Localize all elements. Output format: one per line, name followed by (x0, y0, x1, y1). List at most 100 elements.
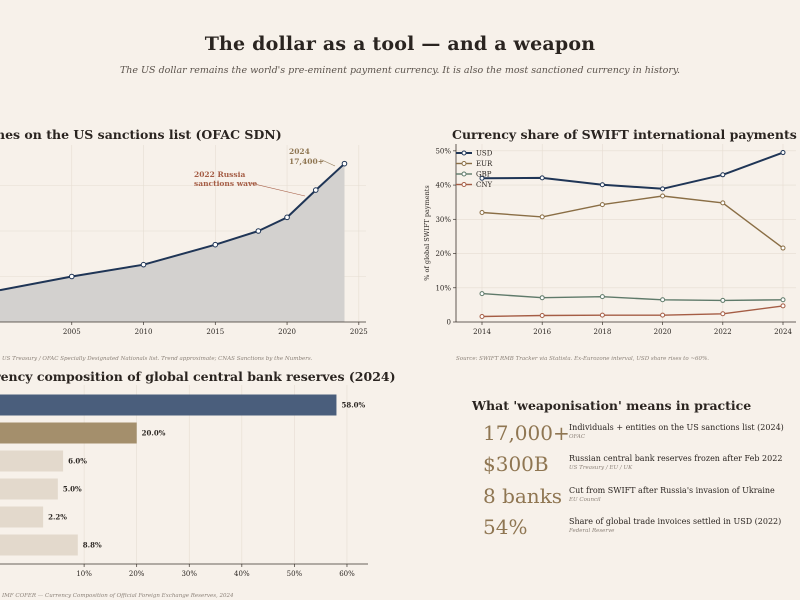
swift-point-cny (780, 303, 786, 309)
reserves-bar-jpy (0, 450, 64, 472)
stat-label: Individuals + entities on the US sanctio… (569, 423, 784, 432)
swift-point-eur (479, 209, 485, 215)
sanctions-data-point (284, 214, 290, 221)
sanctions-data-point (312, 187, 319, 193)
reserves-value-label-cny: 2.2% (48, 513, 67, 522)
swift-line-usd (481, 151, 784, 190)
legend-label-gbp: GBP (476, 171, 492, 179)
swift-point-eur (780, 245, 786, 251)
annotation-russia-pointer (249, 182, 306, 197)
reserves-x-tick-label: 20% (129, 570, 145, 578)
swift-y-axis-label: % of global SWIFT payments (423, 185, 431, 280)
swift-point-eur (720, 200, 726, 206)
swift-x-tick-label: 2016 (533, 328, 551, 336)
swift-point-gbp (660, 297, 666, 303)
swift-point-usd (599, 182, 605, 188)
sanctions-chart-title: nes on the US sanctions list (OFAC SDN) (0, 127, 282, 142)
stat-value: 8 banks (483, 484, 563, 508)
stat-source: US Treasury / EU / UK (569, 465, 633, 471)
stat-source: Federal Reserve (569, 528, 615, 534)
swift-y-tick-label: 10% (435, 284, 451, 292)
swift-line-chart: 0 10% 20% 30% 40% 50% % of global SWIFT payme… (423, 144, 796, 336)
swift-source-note: Source: SWIFT RMB Tracker via Statista. … (456, 356, 710, 362)
sanctions-source-note: US Treasury / OFAC Specially Designated … (2, 356, 313, 362)
swift-x-tick-label: 2020 (654, 328, 672, 336)
sanctions-trend-line (0, 162, 346, 292)
swift-chart-title: Currency share of SWIFT international pa… (452, 127, 797, 142)
stat-label: Russian central bank reserves frozen aft… (569, 454, 783, 463)
swift-line-gbp (481, 292, 784, 302)
page-title: The dollar as a tool — and a weapon (204, 33, 596, 55)
swift-point-usd (660, 186, 666, 192)
sanctions-area-fill (0, 163, 345, 322)
swift-point-gbp (720, 297, 726, 303)
legend-marker-cny (461, 182, 467, 187)
sanctions-data-point (140, 261, 147, 268)
swift-point-cny (599, 312, 605, 318)
swift-point-cny (479, 314, 485, 320)
swift-point-usd (479, 175, 485, 181)
stat-source: OFAC (569, 434, 586, 440)
reserves-x-tick-label: 10% (76, 570, 92, 578)
swift-point-usd (720, 172, 726, 178)
swift-y-tick-label: 20% (435, 250, 451, 258)
stat-label: Share of global trade invoices settled i… (569, 517, 782, 526)
swift-point-cny (720, 311, 726, 317)
reserves-chart-title: rency composition of global central bank… (0, 369, 396, 384)
reserves-x-tick-label: 50% (287, 570, 303, 578)
swift-point-gbp (539, 295, 545, 301)
swift-line-cny (481, 305, 784, 318)
page-subtitle: The US dollar remains the world's pre-em… (119, 65, 681, 76)
swift-point-gbp (599, 294, 605, 300)
legend-marker-gbp (461, 171, 467, 177)
reserves-x-tick-label: 60% (339, 570, 355, 578)
legend-marker-eur (461, 161, 467, 166)
annotation-russia-line2: sanctions wave (194, 179, 257, 188)
reserves-value-label-other: 8.8% (83, 541, 102, 550)
swift-point-usd (780, 150, 786, 156)
swift-point-cny (660, 312, 666, 318)
swift-line-eur (481, 195, 784, 249)
stat-value: $300B (483, 452, 549, 476)
swift-point-cny (539, 312, 545, 318)
legend-label-eur: EUR (476, 160, 493, 168)
swift-point-gbp (780, 297, 786, 303)
legend-marker-usd (461, 150, 467, 156)
stat-value: 17,000+ (483, 421, 570, 445)
sanctions-area-chart: 2005 2010 2015 2020 2025 2024 17,400+ 2022 R… (0, 145, 368, 336)
reserves-value-label-jpy: 6.0% (68, 457, 87, 466)
annotation-2024-year: 2024 (289, 147, 310, 156)
stat-value: 54% (483, 515, 528, 539)
swift-x-tick-label: 2014 (473, 328, 491, 336)
sanctions-data-point (212, 241, 219, 248)
sanctions-x-tick-label: 2015 (206, 328, 224, 336)
sanctions-data-point (341, 160, 348, 167)
sanctions-x-tick-label: 2005 (63, 328, 81, 336)
swift-x-tick-label: 2024 (774, 328, 792, 336)
reserves-x-tick-label: 30% (181, 570, 197, 578)
legend-label-cny: CNY (476, 181, 492, 189)
reserves-value-label-eur: 20.0% (142, 429, 166, 438)
stat-source: EU Council (569, 497, 601, 503)
swift-point-gbp (479, 291, 485, 297)
swift-point-eur (539, 214, 545, 220)
swift-y-tick-label: 40% (435, 182, 451, 190)
reserves-bar-eur (0, 422, 137, 444)
reserves-bar-other (0, 534, 78, 556)
reserves-x-tick-label: 40% (234, 570, 250, 578)
annotation-2024-value: 17,400+ (289, 157, 324, 166)
swift-point-usd (539, 175, 545, 181)
reserves-value-label-usd: 58.0% (341, 401, 365, 410)
weaponisation-panel-title: What 'weaponisation' means in practice (472, 398, 752, 413)
reserves-value-label-gbp: 5.0% (63, 485, 82, 494)
swift-x-tick-label: 2022 (714, 328, 732, 336)
swift-x-tick-label: 2018 (593, 328, 611, 336)
reserves-bar-cny (0, 506, 44, 528)
sanctions-x-tick-label: 2010 (135, 328, 153, 336)
swift-y-tick-label: 50% (435, 147, 451, 155)
reserves-bar-usd (0, 394, 337, 416)
stat-label: Cut from SWIFT after Russia's invasion o… (569, 486, 775, 495)
reserves-source-note: IMF COFER — Currency Composition of Offi… (2, 593, 234, 599)
sanctions-data-point (255, 228, 262, 234)
swift-y-tick-label: 30% (435, 216, 451, 224)
